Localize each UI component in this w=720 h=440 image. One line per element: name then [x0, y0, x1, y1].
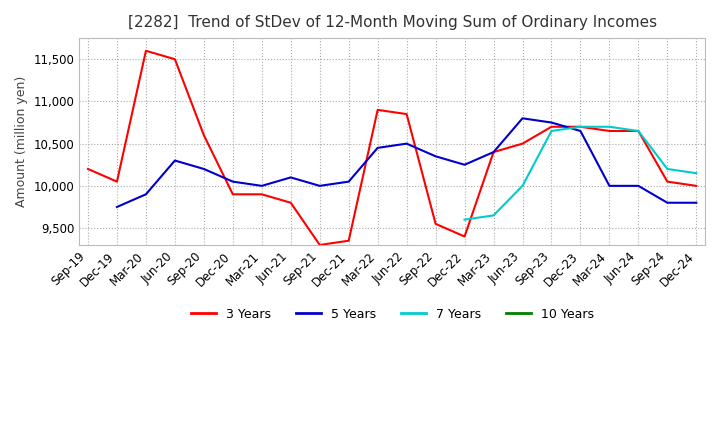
5 Years: [663, 200, 672, 205]
Line: 7 Years: 7 Years: [464, 127, 696, 220]
3 Years: [634, 128, 643, 134]
3 Years: [287, 200, 295, 205]
Legend: 3 Years, 5 Years, 7 Years, 10 Years: 3 Years, 5 Years, 7 Years, 10 Years: [186, 303, 599, 326]
3 Years: [605, 128, 613, 134]
7 Years: [547, 128, 556, 134]
3 Years: [344, 238, 353, 243]
3 Years: [692, 183, 701, 188]
5 Years: [199, 166, 208, 172]
Line: 5 Years: 5 Years: [117, 118, 696, 207]
7 Years: [489, 213, 498, 218]
Y-axis label: Amount (million yen): Amount (million yen): [15, 76, 28, 207]
5 Years: [634, 183, 643, 188]
3 Years: [112, 179, 121, 184]
3 Years: [547, 124, 556, 129]
3 Years: [199, 132, 208, 138]
7 Years: [692, 171, 701, 176]
Line: 3 Years: 3 Years: [88, 51, 696, 245]
Title: [2282]  Trend of StDev of 12-Month Moving Sum of Ordinary Incomes: [2282] Trend of StDev of 12-Month Moving…: [127, 15, 657, 30]
5 Years: [287, 175, 295, 180]
7 Years: [518, 183, 527, 188]
3 Years: [576, 124, 585, 129]
3 Years: [228, 192, 237, 197]
5 Years: [171, 158, 179, 163]
5 Years: [605, 183, 613, 188]
5 Years: [692, 200, 701, 205]
3 Years: [431, 221, 440, 227]
5 Years: [402, 141, 411, 146]
5 Years: [576, 128, 585, 134]
3 Years: [460, 234, 469, 239]
5 Years: [258, 183, 266, 188]
7 Years: [576, 124, 585, 129]
3 Years: [402, 111, 411, 117]
5 Years: [228, 179, 237, 184]
7 Years: [634, 128, 643, 134]
5 Years: [460, 162, 469, 167]
7 Years: [605, 124, 613, 129]
7 Years: [663, 166, 672, 172]
5 Years: [489, 150, 498, 155]
3 Years: [489, 150, 498, 155]
3 Years: [258, 192, 266, 197]
3 Years: [171, 57, 179, 62]
5 Years: [518, 116, 527, 121]
3 Years: [315, 242, 324, 248]
5 Years: [315, 183, 324, 188]
5 Years: [112, 204, 121, 209]
5 Years: [374, 145, 382, 150]
5 Years: [142, 192, 150, 197]
3 Years: [142, 48, 150, 53]
3 Years: [84, 166, 92, 172]
3 Years: [663, 179, 672, 184]
5 Years: [344, 179, 353, 184]
7 Years: [460, 217, 469, 222]
5 Years: [431, 154, 440, 159]
5 Years: [547, 120, 556, 125]
3 Years: [518, 141, 527, 146]
3 Years: [374, 107, 382, 113]
